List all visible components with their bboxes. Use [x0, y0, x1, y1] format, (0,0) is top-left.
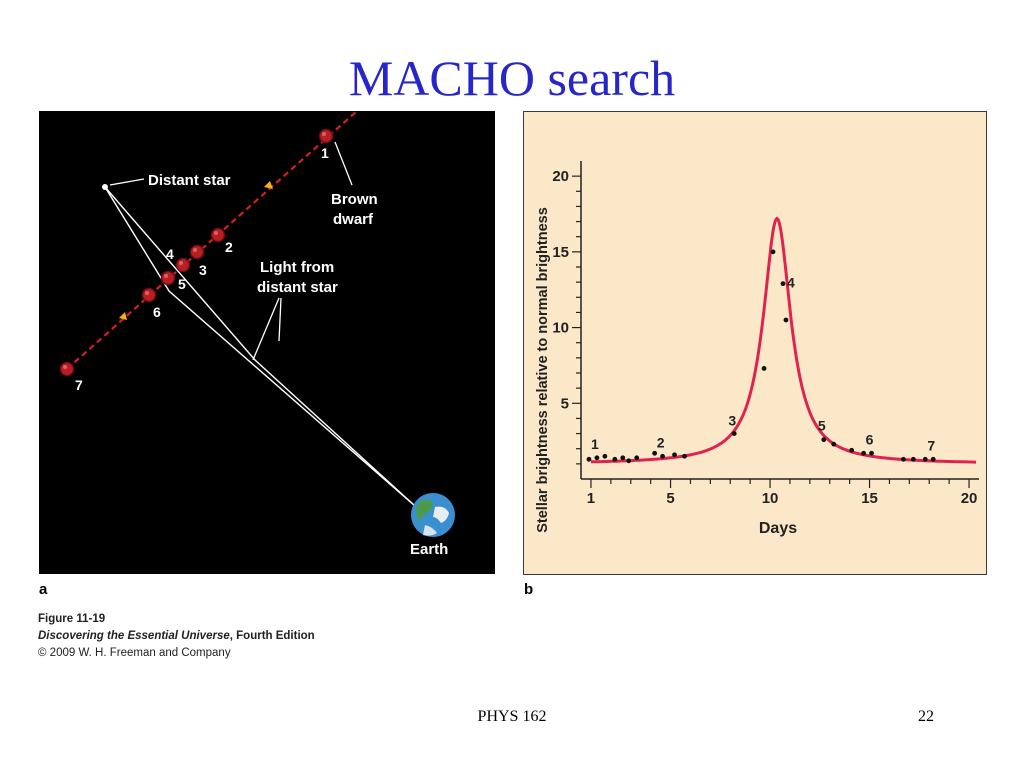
observation-point: [652, 450, 658, 456]
caption-book-line: Discovering the Essential Universe, Four…: [38, 628, 315, 645]
earth-icon: [411, 493, 455, 537]
observation-point: [910, 456, 916, 462]
light-label-line1: Light from: [260, 259, 334, 276]
position-label-1: 1: [321, 145, 329, 161]
x-tick-label: 5: [666, 490, 674, 507]
point-label-4: 4: [787, 275, 795, 291]
slide-title: MACHO search: [348, 50, 676, 106]
dwarf-position-3: [189, 244, 205, 260]
footer-page-number: 22: [918, 708, 934, 725]
position-label-3: 3: [199, 262, 207, 278]
distant-star-icon: [102, 184, 108, 190]
light-leader-1: [252, 297, 280, 361]
brown-dwarf-path: [66, 111, 358, 370]
panel-b-chart: 1 5 10 15 20 5 10 15 20 Days Stellar brightness re…: [523, 111, 987, 575]
panel-a-diagram: Distant star Brown dwarf Light from dist…: [39, 111, 495, 574]
dwarf-position-5: [160, 270, 176, 286]
y-axis-label: Stellar brightness relative to normal br…: [535, 207, 551, 533]
caption-figure-number: Figure 11-19: [38, 613, 106, 625]
observation-point: [770, 249, 776, 255]
footer-course: PHYS 162: [477, 708, 547, 725]
panel-b-letter: b: [524, 581, 534, 598]
caption-book-title: Discovering the Essential Universe: [38, 630, 230, 642]
y-tick-label: 20: [552, 168, 569, 185]
observation-point: [922, 456, 928, 462]
observation-point: [831, 441, 837, 447]
observation-point: [849, 447, 855, 453]
observation-point: [869, 450, 874, 456]
point-label-1: 1: [591, 436, 599, 452]
dwarf-position-7: [59, 361, 75, 377]
position-label-6: 6: [153, 304, 161, 320]
path-arrow-icon: [119, 312, 127, 320]
observation-point: [900, 456, 906, 462]
observation-point: [930, 456, 936, 462]
observation-point: [780, 281, 786, 287]
observation-point: [620, 455, 626, 461]
light-ray-lower: [104, 186, 416, 507]
y-tick-label: 15: [552, 244, 569, 261]
observation-point: [783, 317, 789, 323]
x-tick-label: 15: [861, 490, 878, 507]
light-ray-upper: [104, 186, 416, 507]
observation-point: [660, 453, 665, 459]
dwarf-position-6: [141, 287, 157, 303]
brown-dwarf-leader: [334, 141, 353, 186]
distant-star-label: Distant star: [148, 172, 231, 189]
figure-caption: Figure 11-19 Discovering the Essential U…: [38, 611, 315, 662]
position-label-2: 2: [225, 239, 233, 255]
dwarf-position-2: [210, 227, 226, 243]
point-label-3: 3: [728, 413, 736, 429]
point-label-7: 7: [927, 437, 935, 453]
observation-point: [602, 453, 608, 459]
distant-star-leader: [109, 178, 145, 186]
light-label-line2: distant star: [257, 279, 338, 296]
point-label-6: 6: [866, 431, 874, 447]
observation-point: [586, 456, 592, 462]
dwarf-position-1: [318, 128, 334, 144]
brown-dwarf-label-line2: dwarf: [333, 211, 374, 228]
observation-point: [761, 366, 767, 371]
position-label-5: 5: [178, 276, 186, 292]
position-label-7: 7: [75, 377, 83, 393]
earth-label: Earth: [410, 541, 448, 558]
observation-point: [821, 437, 827, 443]
light-curve-line: [591, 216, 976, 464]
caption-book-edition: , Fourth Edition: [229, 630, 315, 642]
y-tick-label: 5: [561, 395, 569, 412]
x-tick-label: 20: [961, 490, 978, 507]
observation-point: [626, 458, 632, 464]
observation-point: [672, 452, 677, 458]
path-arrow-icon: [264, 181, 273, 189]
brown-dwarf-label-line1: Brown: [331, 191, 378, 208]
observation-point: [682, 453, 687, 459]
observation-point: [612, 456, 618, 462]
y-tick-label: 10: [552, 320, 569, 337]
x-tick-label: 1: [587, 490, 595, 507]
panel-a-letter: a: [39, 581, 48, 598]
observation-point: [594, 455, 600, 461]
position-label-4: 4: [166, 246, 174, 262]
observation-point: [731, 431, 737, 436]
caption-copyright: © 2009 W. H. Freeman and Company: [38, 647, 231, 659]
x-tick-label: 10: [762, 490, 779, 507]
diagram-canvas: Distant star Brown dwarf Light from dist…: [59, 111, 455, 558]
point-label-2: 2: [657, 434, 665, 450]
x-axis-label: Days: [759, 520, 797, 537]
observation-point: [861, 450, 866, 456]
dwarf-position-4: [175, 257, 191, 273]
light-leader-2: [278, 297, 282, 342]
observation-point: [634, 455, 640, 461]
point-label-5: 5: [818, 418, 826, 434]
